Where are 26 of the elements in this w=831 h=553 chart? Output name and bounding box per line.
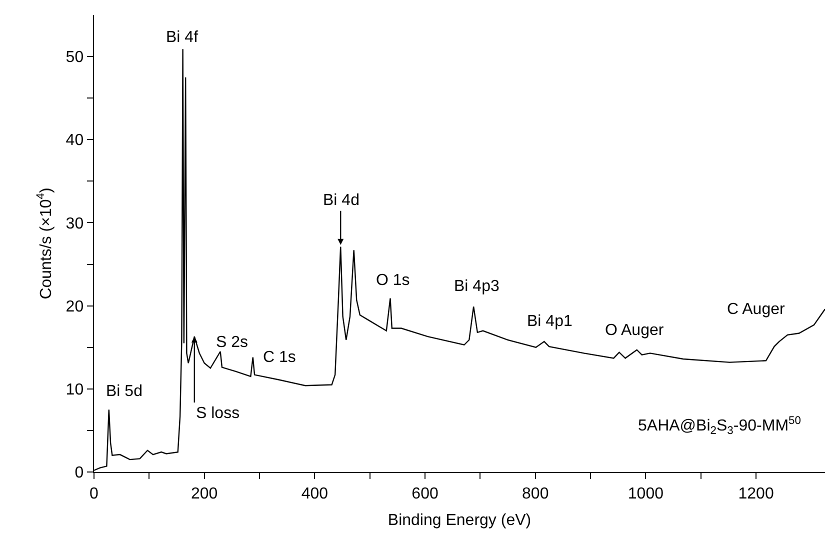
y-tick-label: 10 <box>66 382 84 399</box>
annotation: Bi 4f <box>166 29 199 46</box>
annotation: O Auger <box>605 322 664 339</box>
x-tick-label: 600 <box>412 485 438 502</box>
annotation: C 1s <box>263 349 296 366</box>
y-tick-label: 20 <box>66 298 84 316</box>
y-tick-label: 40 <box>66 132 84 150</box>
annotation: 5AHA@Bi$_{2}$S$_{3}$-90-MM$^{50}$ <box>638 415 801 438</box>
x-tick-label: 1000 <box>628 485 664 502</box>
annotation: Bi 4p3 <box>454 278 500 295</box>
x-tick-label: 200 <box>190 485 218 502</box>
annotation: S loss <box>196 405 240 422</box>
annotation: Bi 4p1 <box>527 313 572 330</box>
annotation: Bi 5d <box>106 383 142 400</box>
y-tick-label: 0 <box>74 464 84 482</box>
x-tick-label: 800 <box>522 485 549 502</box>
annotation: Bi 4d <box>323 192 360 209</box>
annotation: S 2s <box>216 334 248 351</box>
x-tick-label: 400 <box>301 485 328 502</box>
annotation: O 1s <box>376 272 410 289</box>
annotation: C Auger <box>727 301 786 318</box>
y-tick-label: 30 <box>66 215 84 232</box>
x-tick-label: 0 <box>90 485 99 502</box>
x-tick-label: 1200 <box>738 485 774 502</box>
x-axis-title: Binding Energy (eV) <box>388 512 532 529</box>
y-tick-label: 50 <box>66 49 84 66</box>
